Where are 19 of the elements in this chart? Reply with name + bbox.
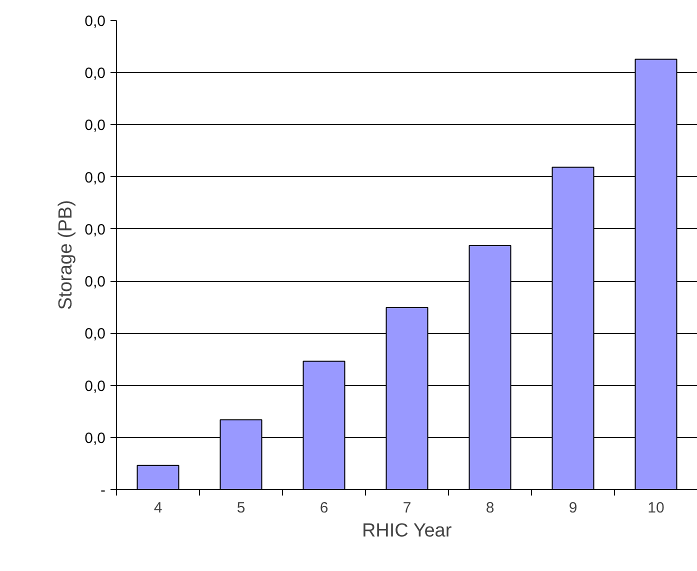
text: 0,0 xyxy=(84,169,106,186)
y-axis-title: Storage (PB) xyxy=(56,200,77,310)
x-tick-label: 10 xyxy=(648,500,664,516)
text: 0,0 xyxy=(84,65,106,82)
text: 0,0 xyxy=(84,221,106,238)
x-tick-label: 6 xyxy=(320,500,328,516)
x-tick-label: 8 xyxy=(486,500,494,516)
text: 0,0 xyxy=(84,378,106,395)
x-tick-label: 5 xyxy=(236,500,246,516)
text: 0,0 xyxy=(84,430,106,447)
x-tick-label: 9 xyxy=(568,500,578,516)
text: 0,0 xyxy=(84,117,106,134)
x-tick-label: 7 xyxy=(402,500,412,516)
text: 0,0 xyxy=(84,13,106,30)
text: 0,0 xyxy=(84,274,106,291)
x-tick-label: 4 xyxy=(154,500,162,516)
x-axis-title: RHIC Year xyxy=(362,520,452,542)
text: - xyxy=(100,482,106,499)
text: 0,0 xyxy=(84,326,106,343)
